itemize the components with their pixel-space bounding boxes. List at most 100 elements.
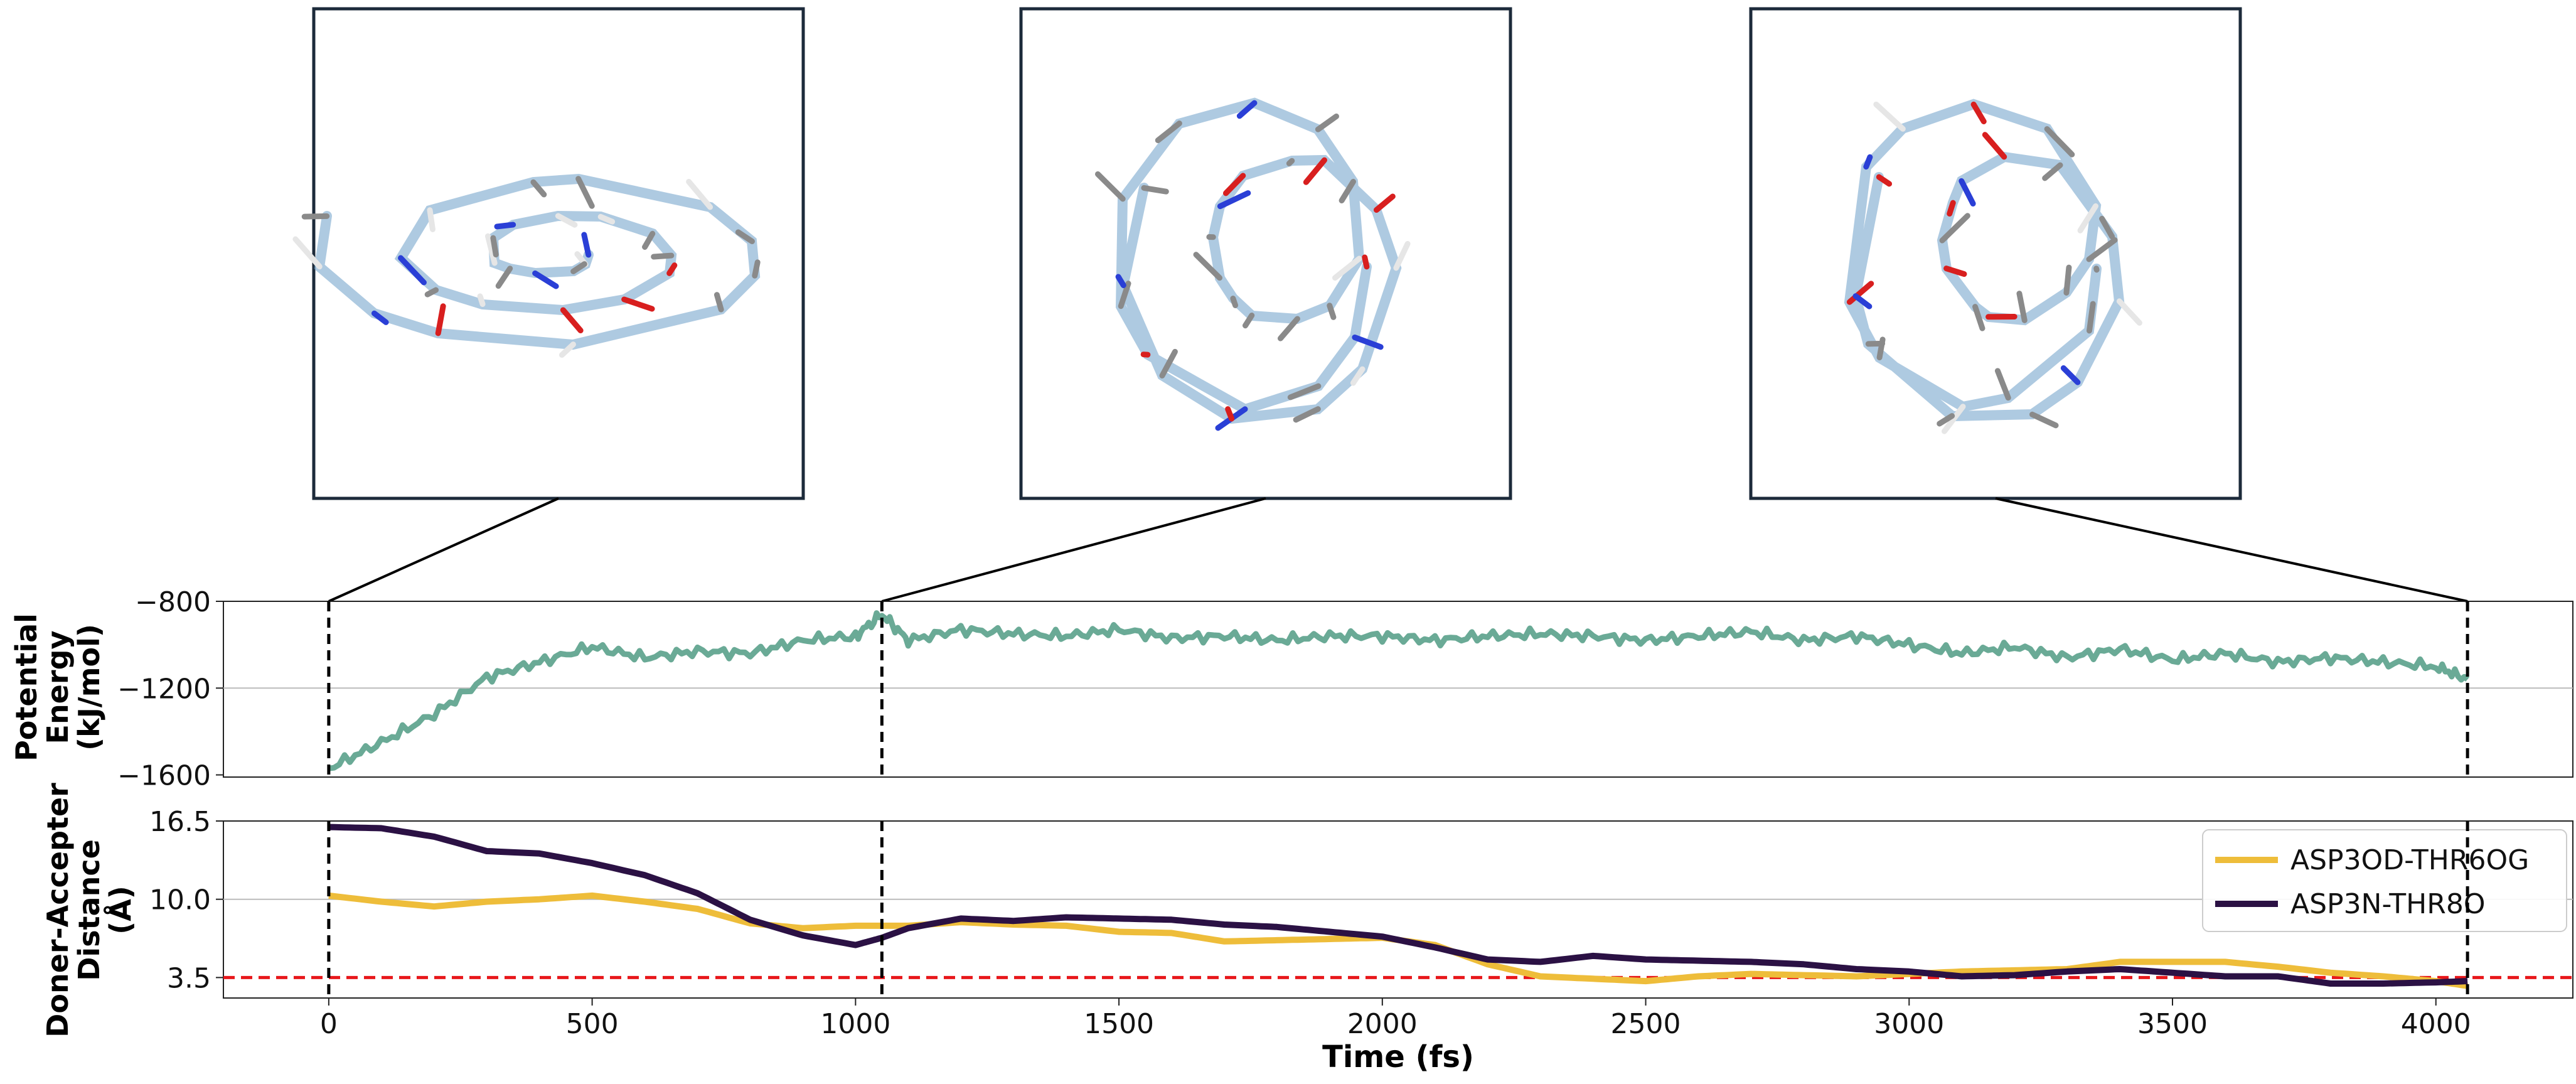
atom-bond <box>570 261 587 274</box>
energy-ylabel-line2: Energy <box>41 631 75 744</box>
atom-bond <box>666 262 678 276</box>
atom-bond <box>1941 404 1966 434</box>
distance-series-line-1 <box>328 824 2468 987</box>
atom-bond <box>1287 383 1322 400</box>
atom-bond <box>1217 190 1251 210</box>
connector-line-1 <box>881 497 1266 603</box>
snapshot-panels <box>292 7 2242 500</box>
energy-series-line-0 <box>328 610 2469 771</box>
legend-label-1: ASP3N-THR8O <box>2290 888 2485 920</box>
atom-bond <box>651 252 675 260</box>
atom-bond <box>435 303 446 336</box>
distance-plot-frame <box>223 820 2573 999</box>
energy-plot-frame <box>223 601 2573 778</box>
atom-bond <box>2086 301 2096 334</box>
snapshot-frame <box>1019 7 1512 500</box>
atom-bond <box>1937 413 1955 427</box>
atom-bond <box>1236 100 1258 119</box>
atom-bond <box>1155 121 1182 144</box>
atom-bond <box>2060 365 2081 385</box>
ribbon-backbone <box>1844 99 2125 422</box>
xtick-label-8: 4000 <box>2401 1008 2471 1040</box>
atom-bond <box>1327 303 1337 320</box>
atom-bond <box>1159 348 1178 378</box>
atom-bond <box>1222 173 1246 196</box>
distance-ytick-label-0: 16.5 <box>149 806 211 838</box>
distance-y-ticks: 16.5 10.0 3.5 <box>149 806 223 994</box>
xtick-label-2: 1000 <box>820 1008 890 1040</box>
atom-bond <box>1332 255 1362 281</box>
atom-bond <box>530 179 547 198</box>
atom-bond <box>1393 240 1411 271</box>
atom-bond <box>485 233 498 266</box>
atom-bond <box>1994 368 2011 401</box>
atom-bond <box>597 213 616 225</box>
atom-bond <box>575 176 595 209</box>
energy-ylabel-line1: Potential <box>9 613 43 761</box>
atom-bond <box>1339 178 1356 203</box>
atom-bond <box>1939 213 1970 244</box>
atom-bond <box>1970 101 1987 125</box>
atom-bond <box>398 255 427 286</box>
xtick-label-4: 2000 <box>1347 1008 1418 1040</box>
snapshot-frame <box>312 7 805 500</box>
atom-bond <box>477 293 486 308</box>
atom-bond <box>621 296 655 312</box>
distance-ytick-label-1: 10.0 <box>149 884 211 916</box>
energy-ytick-label-0: −800 <box>135 586 211 618</box>
atom-bond <box>752 259 761 279</box>
atom-bond <box>1225 406 1235 422</box>
energy-ytick-label-2: −1600 <box>117 760 211 792</box>
atom-bond <box>1293 406 1321 423</box>
atom-bond <box>1286 158 1295 166</box>
atom-bond <box>1972 304 1985 331</box>
atom-bond <box>1242 313 1255 329</box>
atom-bond <box>1873 101 1906 132</box>
x-axis-label: Time (fs) <box>1322 1039 1474 1075</box>
atom-bond <box>1947 200 1956 217</box>
atom-bond <box>1230 295 1239 308</box>
atom-bond <box>642 230 656 250</box>
atom-bond <box>2042 162 2063 181</box>
atom-bond <box>1141 185 1169 195</box>
xtick-label-7: 3500 <box>2137 1008 2208 1040</box>
atom-bond <box>2086 237 2118 262</box>
snapshot-frame <box>1749 7 2242 500</box>
xtick-label-0: 0 <box>320 1008 338 1040</box>
distance-panel: 16.5 10.0 3.5 0 500 1000 1500 2000 2500 3000 3500… <box>41 783 2573 1075</box>
atom-bond <box>371 310 389 325</box>
snapshot-time-markers <box>327 601 2469 998</box>
atom-bond <box>1852 293 1873 309</box>
atom-bond <box>301 213 330 220</box>
atom-bond <box>2016 291 2028 323</box>
atom-bond <box>1315 113 1339 132</box>
atom-bond <box>1352 334 1384 350</box>
atom-bond <box>1959 178 1976 207</box>
connector-line-0 <box>328 497 559 603</box>
legend-box <box>2202 829 2567 932</box>
atom-bond <box>735 229 755 244</box>
atom-bond <box>1193 252 1223 281</box>
atom-bond <box>2099 215 2115 240</box>
atom-bond <box>1277 316 1300 341</box>
atom-bond <box>2044 126 2075 158</box>
atom-bond <box>1118 281 1131 309</box>
distance-x-ticks: 0 500 1000 1500 2000 2500 3000 3500 4000 <box>320 998 2471 1040</box>
distance-ylabel-line2: Distance <box>72 839 106 981</box>
snapshot-partially-folded <box>1019 7 1512 500</box>
xtick-label-1: 500 <box>566 1008 619 1040</box>
atom-bond <box>1846 281 1874 305</box>
distance-series <box>328 824 2468 989</box>
distance-legend: ASP3OD-THR6OG ASP3N-THR8O <box>2202 829 2567 932</box>
atom-bond <box>490 235 499 258</box>
snapshot-connector-lines <box>328 497 2468 603</box>
energy-ylabel-line3: (kJ/mol) <box>72 624 106 751</box>
energy-panel: −800 −1200 −1600 Potential Energy (kJ/mol) <box>9 586 2573 792</box>
atom-bond <box>1362 254 1370 270</box>
energy-ytick-label-1: −1200 <box>117 673 211 705</box>
atom-bond <box>2077 203 2099 233</box>
distance-ytick-label-2: 3.5 <box>167 962 211 994</box>
atom-bond <box>532 270 559 289</box>
atom-bond <box>1303 157 1327 185</box>
